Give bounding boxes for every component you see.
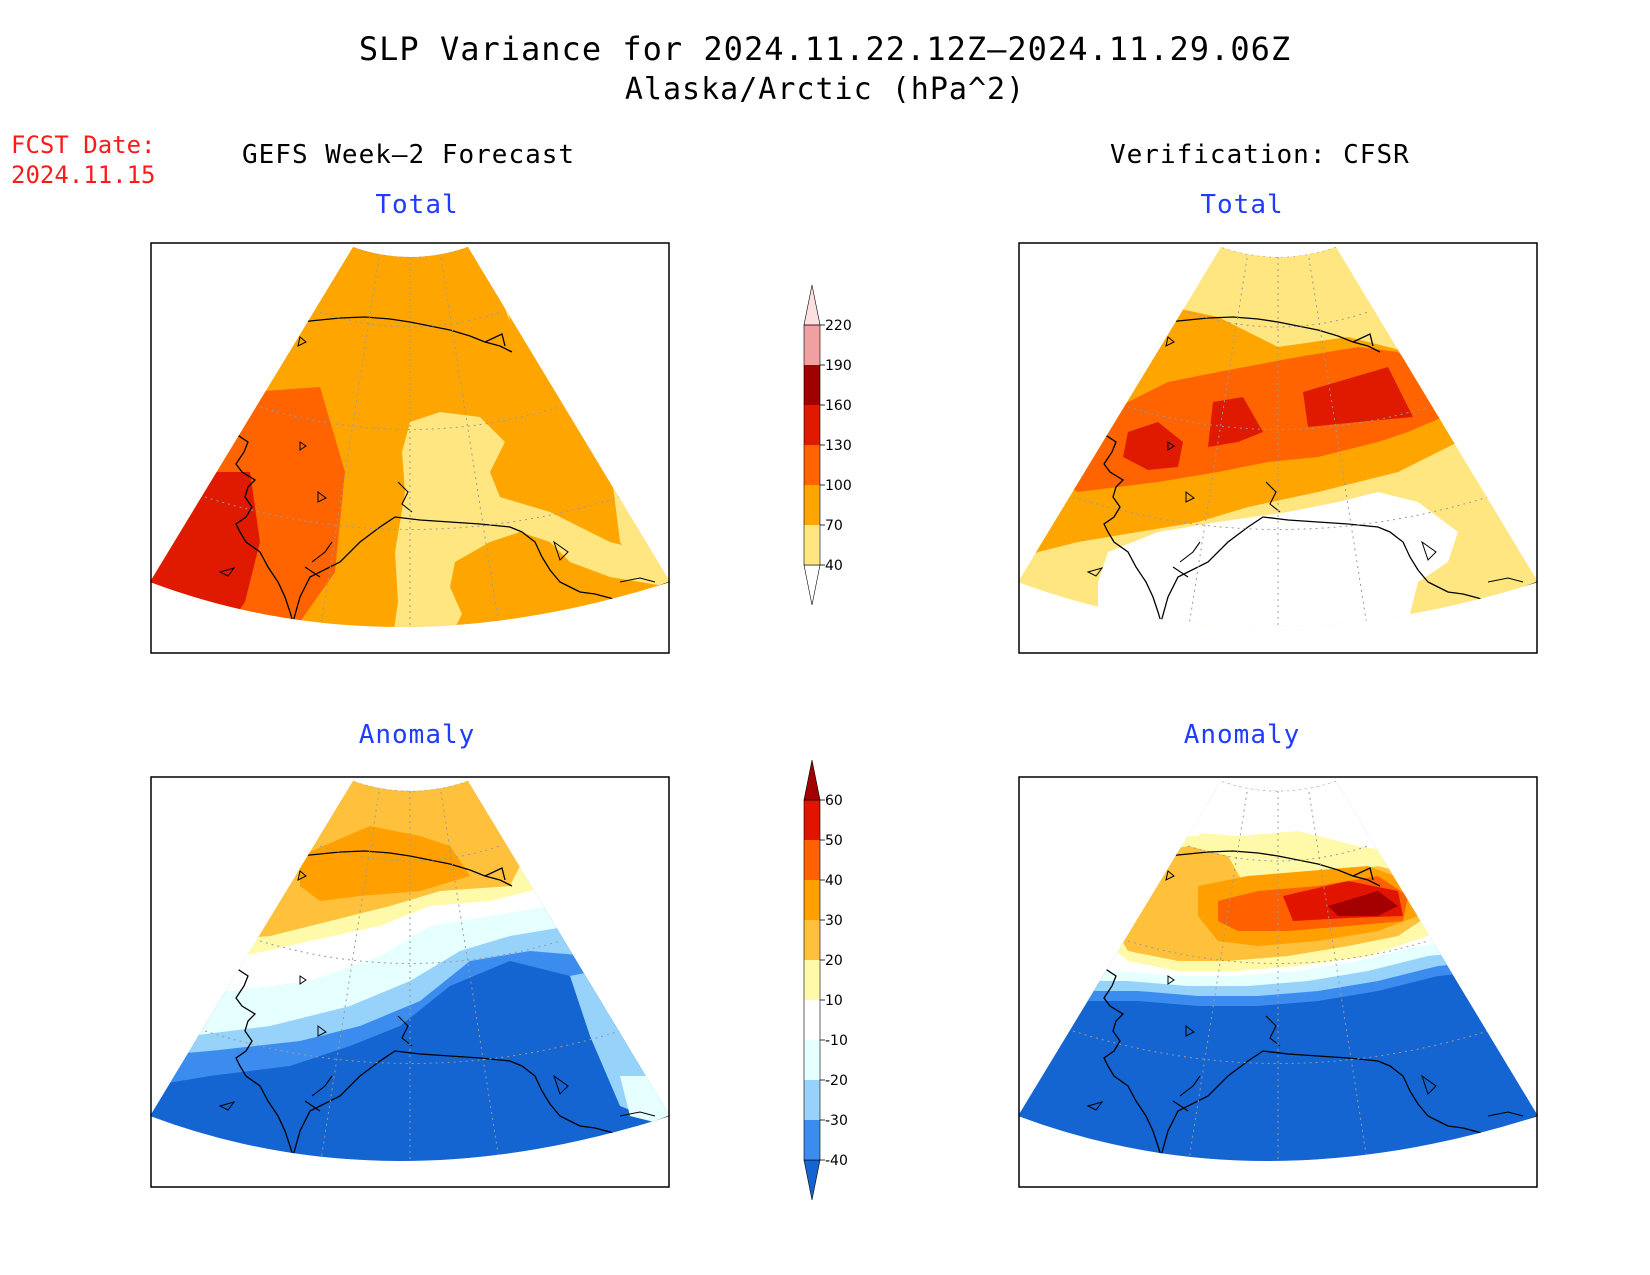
fcst-date-value: 2024.11.15 (11, 161, 156, 189)
colorbar-segment (804, 365, 820, 405)
colorbar-segment (804, 880, 820, 920)
forecast-column-title: GEFS Week–2 Forecast (242, 140, 576, 170)
contour-130-160-b (1208, 397, 1263, 447)
verification-anomaly-title: Anomaly (1183, 720, 1301, 750)
subtitle: Alaska/Arctic (hPa^2) (624, 72, 1026, 107)
colorbar-below-cap (803, 1159, 821, 1201)
colorbar-tick-label: -10 (825, 1033, 848, 1049)
colorbar-above-cap (803, 759, 821, 801)
contour-above-60 (1328, 891, 1398, 916)
colorbar-tick-label: -40 (825, 1153, 848, 1169)
verification-anomaly-map (1018, 776, 1538, 1188)
colorbar-segment (804, 405, 820, 445)
colorbar-segment (804, 1000, 820, 1040)
colorbar-tick-label: 190 (825, 358, 852, 374)
colorbar-segment (804, 325, 820, 365)
colorbar-segment (804, 840, 820, 880)
colorbar-segment (804, 525, 820, 565)
colorbar-tick-label: 130 (825, 438, 852, 454)
colorbar-segment (804, 1120, 820, 1160)
verification-total-title: Total (1200, 190, 1284, 220)
forecast-total-map (150, 242, 670, 654)
colorbar-tick-label: 60 (825, 793, 843, 809)
colorbar-tick-label: 40 (825, 558, 843, 574)
colorbar-tick-label: 220 (825, 318, 852, 334)
colorbar-segment (804, 485, 820, 525)
colorbar-segment (804, 800, 820, 840)
fcst-date-label: FCST Date: (11, 131, 156, 159)
colorbar-frame (803, 799, 821, 1161)
colorbar-segment (804, 1080, 820, 1120)
contour-130-160-c (1303, 367, 1413, 427)
colorbar-segment (804, 445, 820, 485)
colorbar-tick-label: 40 (825, 873, 843, 889)
colorbar-tick-label: 30 (825, 913, 843, 929)
forecast-anomaly-map (150, 776, 670, 1188)
contour-40-70 (390, 412, 670, 627)
anomaly-colorbar: -40 -30 -20 -10 10 20 30 40 50 60 (803, 759, 848, 1201)
contour-130-160-a (1123, 422, 1183, 470)
main-title: SLP Variance for 2024.11.22.12Z–2024.11.… (358, 30, 1292, 68)
colorbar-segment (804, 1040, 820, 1080)
forecast-anomaly-title: Anomaly (358, 720, 476, 750)
contour-30-40 (300, 826, 470, 901)
colorbar-tick-label: -20 (825, 1073, 848, 1089)
colorbar-above-cap (803, 284, 821, 326)
verification-column-title: Verification: CFSR (1110, 140, 1410, 170)
forecast-total-title: Total (375, 190, 459, 220)
verification-total-map (1018, 242, 1538, 654)
colorbar-tick-label: 70 (825, 518, 843, 534)
colorbar-tick-label: 160 (825, 398, 852, 414)
colorbar-tick-label: -30 (825, 1113, 848, 1129)
colorbar-tick-label: 50 (825, 833, 843, 849)
total-colorbar: 40 70 100 130 160 190 220 (803, 284, 852, 606)
colorbar-segment (804, 960, 820, 1000)
colorbar-below-cap (803, 564, 821, 606)
colorbar-tick-label: 20 (825, 953, 843, 969)
colorbar-tick-label: 10 (825, 993, 843, 1009)
colorbar-segment (804, 920, 820, 960)
colorbar-tick-label: 100 (825, 478, 852, 494)
